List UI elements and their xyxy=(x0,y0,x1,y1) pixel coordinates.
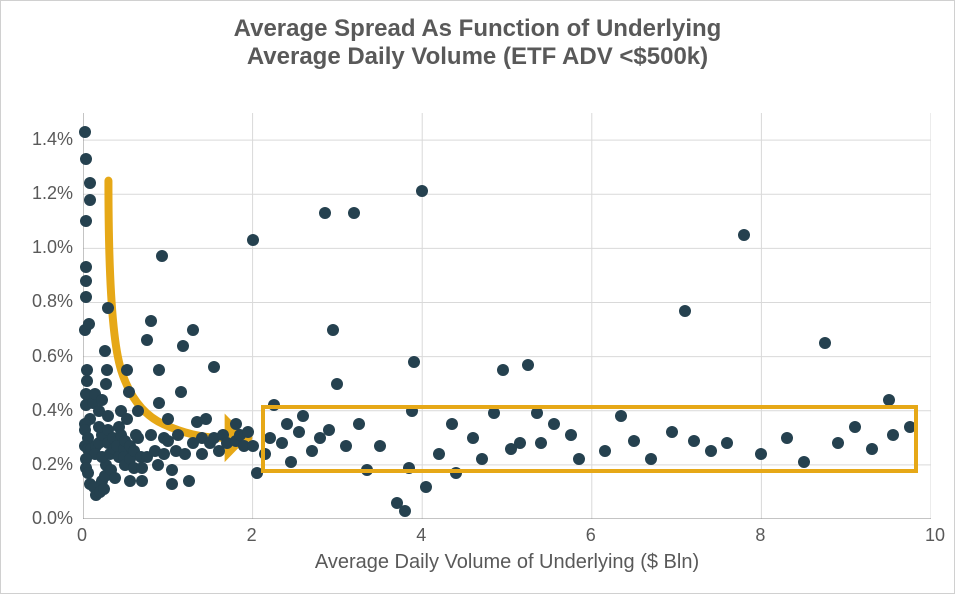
scatter-point xyxy=(819,337,831,349)
scatter-point xyxy=(166,478,178,490)
scatter-point xyxy=(99,345,111,357)
scatter-point xyxy=(81,375,93,387)
scatter-point xyxy=(80,153,92,165)
scatter-point xyxy=(153,397,165,409)
x-tick-label: 2 xyxy=(247,525,257,546)
scatter-point xyxy=(177,340,189,352)
scatter-point xyxy=(327,324,339,336)
chart-frame: { "chart": { "type": "scatter", "title_l… xyxy=(0,0,955,594)
scatter-point xyxy=(141,334,153,346)
scatter-point xyxy=(319,207,331,219)
scatter-point xyxy=(132,405,144,417)
scatter-point xyxy=(416,185,428,197)
scatter-point xyxy=(247,440,259,452)
y-tick-label: 0.6% xyxy=(32,346,73,367)
scatter-point xyxy=(136,462,148,474)
scatter-point xyxy=(100,378,112,390)
scatter-point xyxy=(162,413,174,425)
scatter-point xyxy=(121,413,133,425)
scatter-point xyxy=(109,472,121,484)
x-tick-label: 10 xyxy=(925,525,945,546)
scatter-point xyxy=(166,464,178,476)
scatter-point xyxy=(331,378,343,390)
scatter-point xyxy=(152,459,164,471)
scatter-point xyxy=(96,394,108,406)
y-tick-label: 1.2% xyxy=(32,183,73,204)
scatter-point xyxy=(84,177,96,189)
scatter-point xyxy=(242,426,254,438)
scatter-point xyxy=(175,386,187,398)
scatter-point xyxy=(124,475,136,487)
scatter-point xyxy=(187,324,199,336)
scatter-point xyxy=(196,448,208,460)
x-tick-label: 0 xyxy=(77,525,87,546)
scatter-point xyxy=(153,364,165,376)
scatter-point xyxy=(208,361,220,373)
scatter-point xyxy=(80,291,92,303)
annotation-rect xyxy=(261,405,918,473)
scatter-point xyxy=(399,505,411,517)
scatter-point xyxy=(80,261,92,273)
scatter-point xyxy=(522,359,534,371)
plot-area xyxy=(83,113,931,519)
scatter-point xyxy=(101,364,113,376)
x-axis-title: Average Daily Volume of Underlying ($ Bl… xyxy=(83,551,931,574)
y-tick-label: 1.0% xyxy=(32,237,73,258)
scatter-point xyxy=(80,215,92,227)
scatter-point xyxy=(348,207,360,219)
scatter-point xyxy=(83,318,95,330)
scatter-point xyxy=(121,364,133,376)
scatter-point xyxy=(102,410,114,422)
scatter-point xyxy=(200,413,212,425)
chart-title-line2: Average Daily Volume (ETF ADV <$500k) xyxy=(247,43,708,70)
y-tick-label: 1.4% xyxy=(32,129,73,150)
y-tick-label: 0.0% xyxy=(32,508,73,529)
scatter-point xyxy=(497,364,509,376)
scatter-point xyxy=(145,429,157,441)
y-tick-label: 0.2% xyxy=(32,454,73,475)
scatter-point xyxy=(84,194,96,206)
x-tick-label: 6 xyxy=(586,525,596,546)
scatter-point xyxy=(98,483,110,495)
scatter-point xyxy=(247,234,259,246)
scatter-point xyxy=(145,315,157,327)
x-tick-label: 4 xyxy=(416,525,426,546)
y-tick-label: 0.8% xyxy=(32,291,73,312)
chart-title-line1: Average Spread As Function of Underlying xyxy=(234,15,722,42)
scatter-point xyxy=(408,356,420,368)
scatter-point xyxy=(679,305,691,317)
scatter-point xyxy=(738,229,750,241)
x-tick-label: 8 xyxy=(755,525,765,546)
scatter-point xyxy=(123,386,135,398)
scatter-point xyxy=(183,475,195,487)
scatter-point xyxy=(158,448,170,460)
scatter-point xyxy=(179,448,191,460)
scatter-point xyxy=(79,126,91,138)
scatter-point xyxy=(80,275,92,287)
scatter-point xyxy=(883,394,895,406)
scatter-point xyxy=(420,481,432,493)
scatter-point xyxy=(172,429,184,441)
y-tick-label: 0.4% xyxy=(32,400,73,421)
scatter-point xyxy=(132,432,144,444)
scatter-point xyxy=(156,250,168,262)
chart-title: Average Spread As Function of Underlying… xyxy=(1,15,954,70)
scatter-point xyxy=(102,302,114,314)
scatter-point xyxy=(136,475,148,487)
